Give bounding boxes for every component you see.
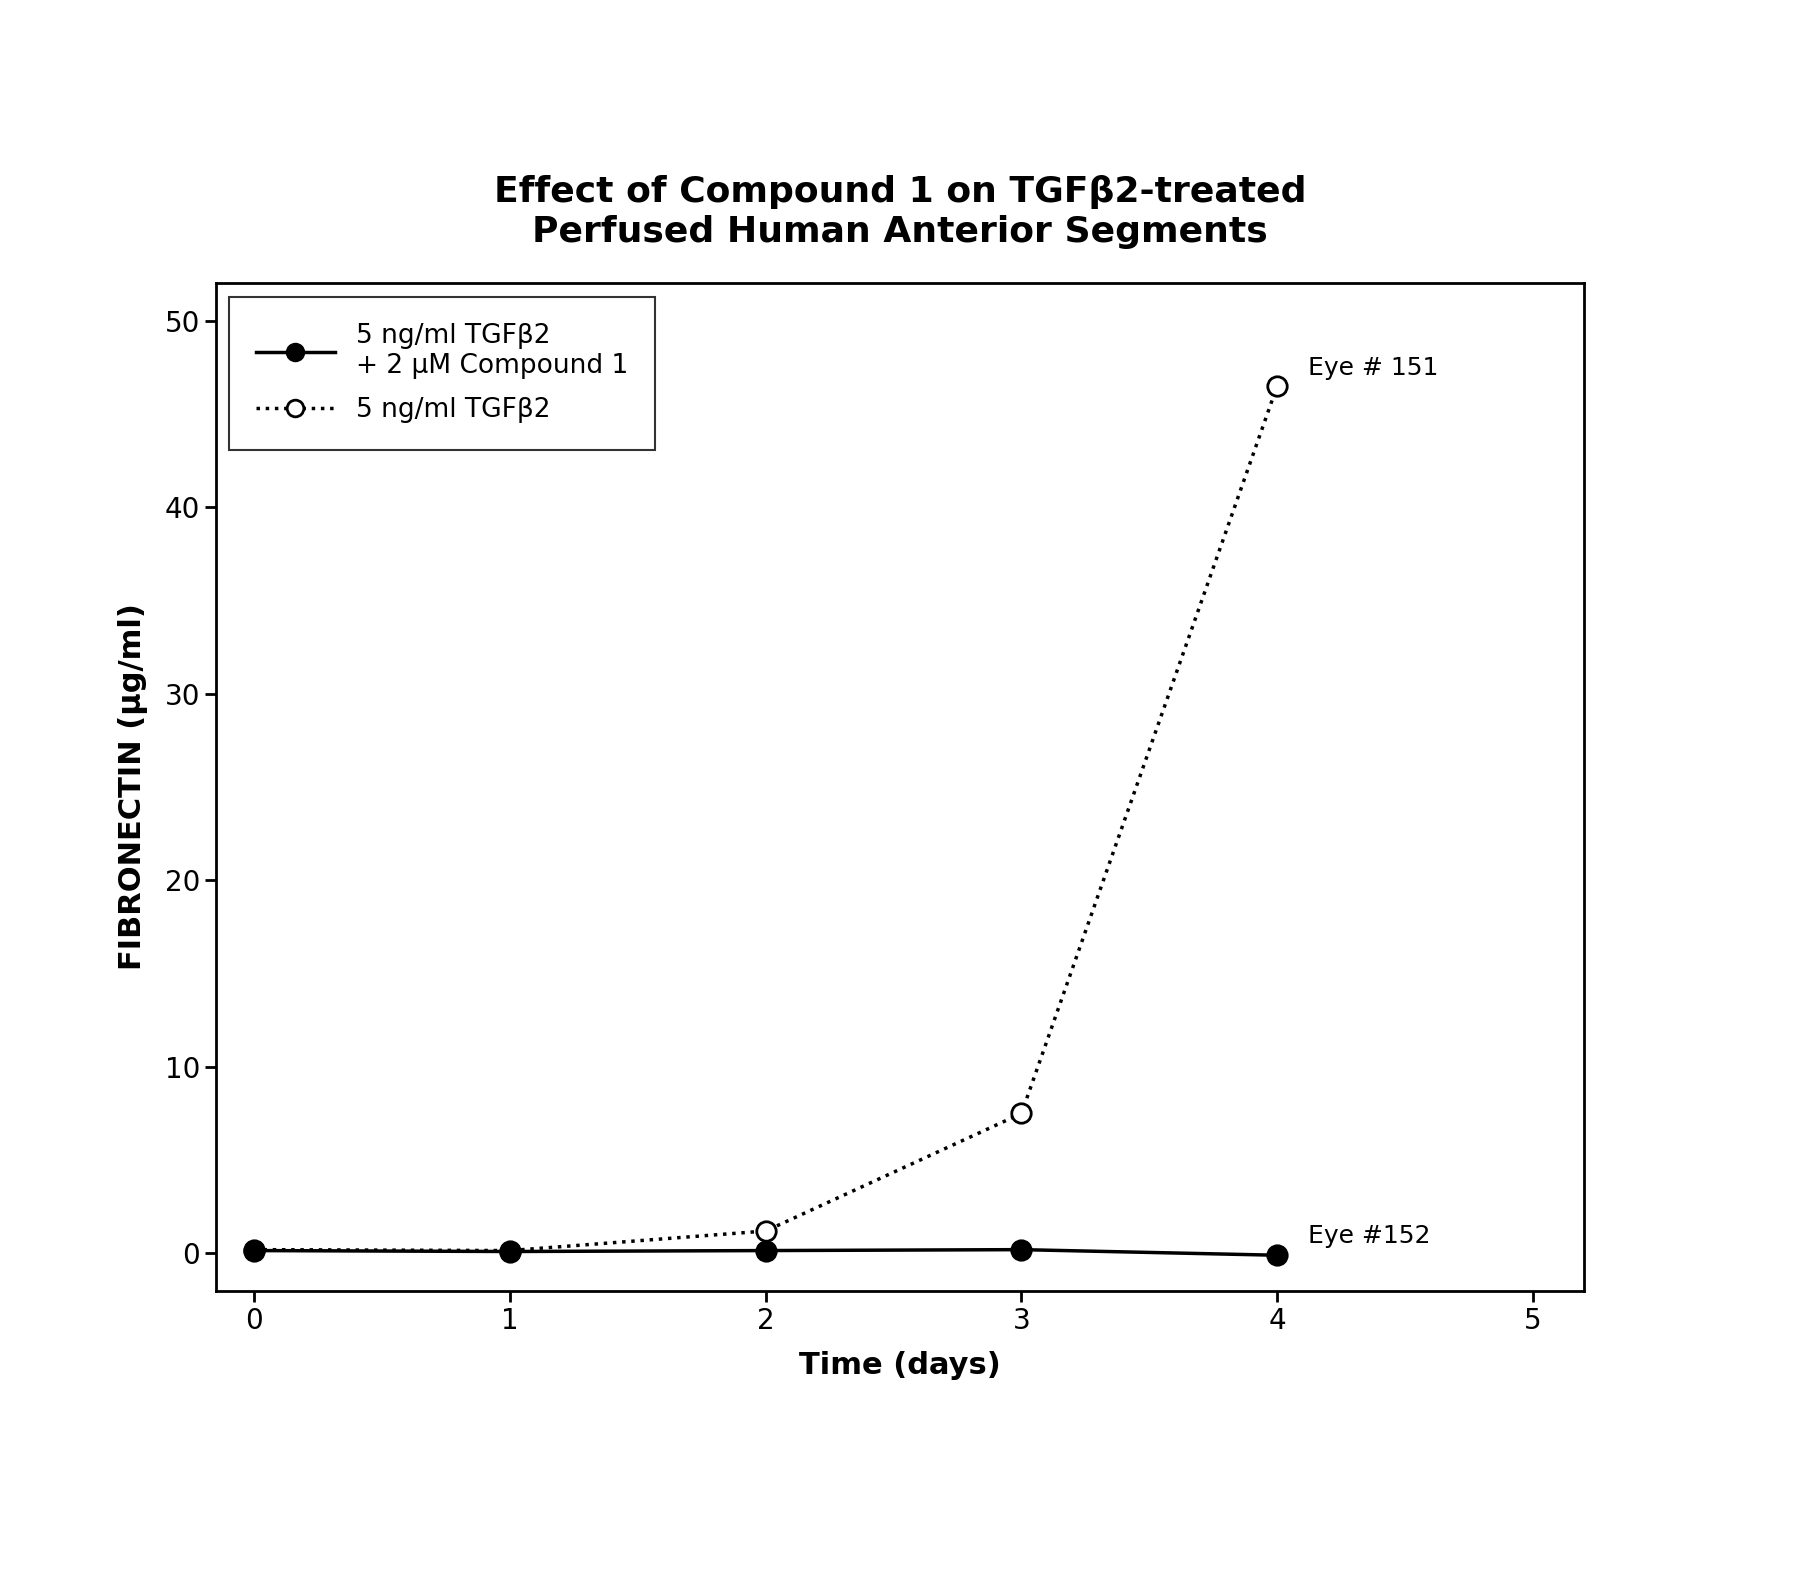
X-axis label: Time (days): Time (days) xyxy=(799,1352,1001,1380)
Y-axis label: FIBRONECTIN (μg/ml): FIBRONECTIN (μg/ml) xyxy=(117,603,148,971)
Legend: 5 ng/ml TGFβ2
+ 2 μM Compound 1, 5 ng/ml TGFβ2: 5 ng/ml TGFβ2 + 2 μM Compound 1, 5 ng/ml… xyxy=(229,296,655,450)
Title: Effect of Compound 1 on TGFβ2-treated
Perfused Human Anterior Segments: Effect of Compound 1 on TGFβ2-treated Pe… xyxy=(493,175,1307,249)
Text: Eye # 151: Eye # 151 xyxy=(1309,356,1438,381)
Text: Eye #152: Eye #152 xyxy=(1309,1223,1431,1248)
